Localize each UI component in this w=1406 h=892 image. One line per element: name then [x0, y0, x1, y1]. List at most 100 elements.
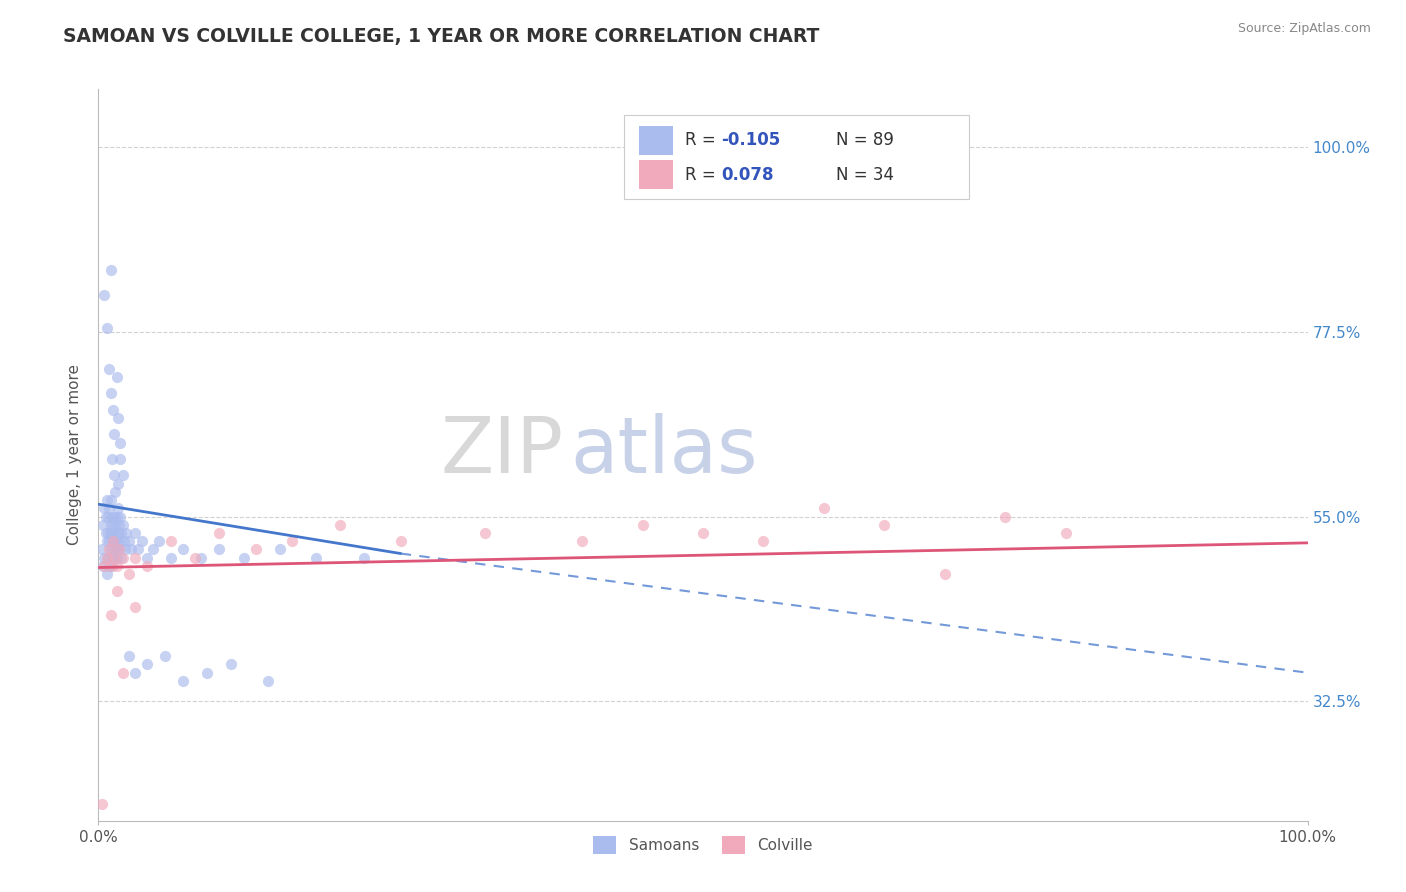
- Point: [110, 550, 132, 565]
- Point: [184, 550, 207, 565]
- Text: R =: R =: [685, 131, 721, 149]
- Point: [105, 534, 128, 549]
- Point: [115, 526, 138, 541]
- Point: [135, 550, 157, 565]
- Point: [96, 493, 118, 508]
- Point: [100, 542, 122, 557]
- Point: [111, 468, 134, 483]
- Point: [118, 649, 141, 664]
- Point: [108, 534, 131, 549]
- Point: [93, 550, 115, 565]
- Point: [142, 542, 165, 557]
- Point: [104, 517, 127, 532]
- Point: [98, 501, 121, 516]
- Point: [353, 550, 375, 565]
- Point: [692, 526, 714, 541]
- Point: [101, 534, 124, 549]
- Point: [94, 526, 117, 541]
- Point: [160, 550, 183, 565]
- Point: [98, 361, 121, 376]
- Point: [131, 534, 153, 549]
- Point: [329, 517, 352, 532]
- Point: [108, 542, 131, 557]
- FancyBboxPatch shape: [624, 115, 969, 199]
- Point: [172, 542, 194, 557]
- Point: [118, 567, 141, 582]
- Point: [97, 526, 120, 541]
- Point: [108, 435, 131, 450]
- Point: [107, 542, 129, 557]
- Point: [127, 542, 149, 557]
- Point: [108, 509, 131, 524]
- Text: SAMOAN VS COLVILLE COLLEGE, 1 YEAR OR MORE CORRELATION CHART: SAMOAN VS COLVILLE COLLEGE, 1 YEAR OR MO…: [63, 27, 820, 45]
- Point: [190, 550, 212, 565]
- Point: [96, 320, 118, 334]
- Legend: Samoans, Colville: Samoans, Colville: [588, 830, 818, 861]
- Point: [245, 542, 267, 557]
- Point: [103, 550, 125, 565]
- Point: [100, 608, 122, 623]
- Point: [105, 509, 128, 524]
- Point: [105, 583, 128, 598]
- Bar: [638, 161, 673, 189]
- Point: [101, 550, 124, 565]
- Point: [103, 534, 125, 549]
- Point: [112, 534, 135, 549]
- Point: [100, 542, 122, 557]
- Point: [94, 509, 117, 524]
- Point: [571, 534, 593, 549]
- Bar: [638, 126, 673, 155]
- Text: Source: ZipAtlas.com: Source: ZipAtlas.com: [1237, 22, 1371, 36]
- Point: [124, 599, 146, 614]
- Point: [114, 542, 136, 557]
- Point: [474, 526, 496, 541]
- Point: [752, 534, 775, 549]
- Point: [103, 550, 125, 565]
- Point: [100, 558, 122, 573]
- Point: [100, 263, 122, 277]
- Y-axis label: College, 1 year or more: College, 1 year or more: [67, 365, 83, 545]
- Point: [100, 452, 122, 467]
- Point: [195, 665, 218, 680]
- Point: [96, 550, 118, 565]
- Point: [631, 517, 654, 532]
- Point: [103, 468, 125, 483]
- Point: [104, 542, 127, 557]
- Point: [105, 558, 128, 573]
- Point: [256, 673, 278, 688]
- Point: [107, 526, 129, 541]
- Point: [111, 550, 134, 565]
- Point: [108, 542, 131, 557]
- Point: [93, 287, 115, 301]
- Point: [934, 567, 956, 582]
- Point: [107, 411, 129, 425]
- Point: [1054, 526, 1077, 541]
- Point: [100, 509, 122, 524]
- Point: [281, 534, 304, 549]
- Point: [104, 526, 127, 541]
- Point: [873, 517, 896, 532]
- Text: atlas: atlas: [569, 413, 758, 490]
- Point: [96, 567, 118, 582]
- Point: [813, 501, 835, 516]
- Point: [101, 402, 124, 417]
- Point: [135, 657, 157, 672]
- Point: [994, 509, 1017, 524]
- Point: [107, 476, 129, 491]
- Point: [98, 542, 121, 557]
- Point: [101, 534, 124, 549]
- Point: [97, 509, 120, 524]
- Point: [208, 542, 231, 557]
- Point: [135, 558, 157, 573]
- Point: [100, 526, 122, 541]
- Point: [100, 558, 122, 573]
- Point: [160, 534, 183, 549]
- Point: [172, 673, 194, 688]
- Text: N = 89: N = 89: [837, 131, 894, 149]
- Point: [124, 550, 146, 565]
- Point: [232, 550, 254, 565]
- Point: [118, 534, 141, 549]
- Point: [100, 517, 122, 532]
- Point: [91, 797, 114, 812]
- Point: [96, 534, 118, 549]
